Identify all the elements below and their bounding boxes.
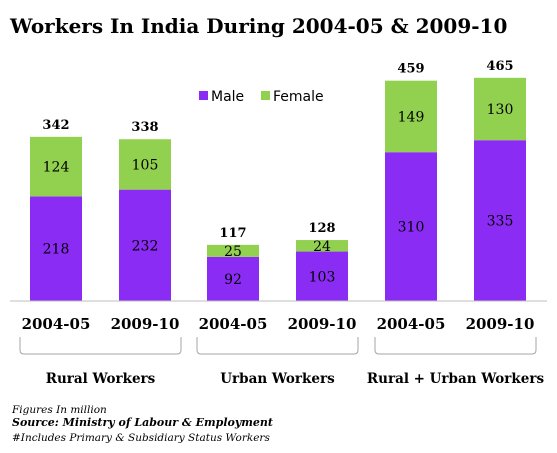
x-tick-label-2: 2004-05 <box>199 315 268 333</box>
bar-male-5 <box>474 140 526 301</box>
total-label-0: 342 <box>42 118 69 133</box>
group-label-2: Rural + Urban Workers <box>367 371 545 387</box>
total-label-4: 459 <box>397 62 424 77</box>
legend-label-female: Female <box>273 89 324 105</box>
bar-female-3 <box>296 240 348 252</box>
units-note: Figures In million <box>11 404 107 416</box>
data-label-female-0: 124 <box>43 160 70 176</box>
chart-title: Workers In India During 2004-05 & 2009-1… <box>9 14 507 38</box>
data-label-female-4: 149 <box>398 109 425 125</box>
group-bracket-2 <box>374 337 537 355</box>
data-label-female-5: 130 <box>487 102 514 118</box>
data-label-male-4: 310 <box>398 220 425 236</box>
x-tick-labels: 2004-05 2009-10 2004-05 2009-10 2004-05 2009-… <box>22 315 535 333</box>
x-tick-label-3: 2009-10 <box>288 315 357 333</box>
bar-female-5 <box>474 77 526 141</box>
bar-male-0 <box>30 196 82 301</box>
bars-layer: 218 124 342 232 105 338 92 25 117 103 24 128 310 149 4… <box>30 59 526 301</box>
total-label-2: 117 <box>219 226 246 241</box>
total-label-5: 465 <box>486 59 513 74</box>
x-tick-label-1: 2009-10 <box>111 315 180 333</box>
chart-legend: Male Female <box>199 89 324 105</box>
bar-male-4 <box>385 152 437 301</box>
bar-female-1 <box>119 139 171 190</box>
bar-female-4 <box>385 80 437 153</box>
footnote: #Includes Primary & Subsidiary Status Wo… <box>12 432 270 444</box>
bar-male-2 <box>207 256 259 301</box>
data-label-female-1: 105 <box>132 157 159 173</box>
data-label-male-5: 335 <box>487 214 514 230</box>
total-label-1: 338 <box>131 120 158 135</box>
group-label-1: Urban Workers <box>220 371 335 387</box>
legend-swatch-female <box>261 91 270 100</box>
group-bracket-1 <box>196 337 359 355</box>
data-label-male-3: 103 <box>309 269 336 285</box>
x-tick-label-0: 2004-05 <box>22 315 91 333</box>
data-label-female-2: 25 <box>224 244 242 260</box>
x-tick-label-5: 2009-10 <box>466 315 535 333</box>
total-label-3: 128 <box>308 221 335 236</box>
data-label-male-0: 218 <box>43 242 70 258</box>
legend-swatch-male <box>199 91 208 100</box>
data-label-male-2: 92 <box>224 272 242 288</box>
bar-female-0 <box>30 136 82 197</box>
data-label-female-3: 24 <box>313 239 331 255</box>
bar-male-3 <box>296 251 348 301</box>
bar-male-1 <box>119 189 171 301</box>
x-tick-label-4: 2004-05 <box>377 315 446 333</box>
legend-label-male: Male <box>211 89 244 105</box>
group-brackets: Rural Workers Urban Workers Rural + Urban … <box>19 337 545 387</box>
group-bracket-0 <box>19 337 182 355</box>
data-label-male-1: 232 <box>132 238 159 254</box>
source-note: Source: Ministry of Labour & Employment <box>12 416 273 429</box>
group-label-0: Rural Workers <box>46 371 156 387</box>
bar-female-2 <box>207 244 259 257</box>
